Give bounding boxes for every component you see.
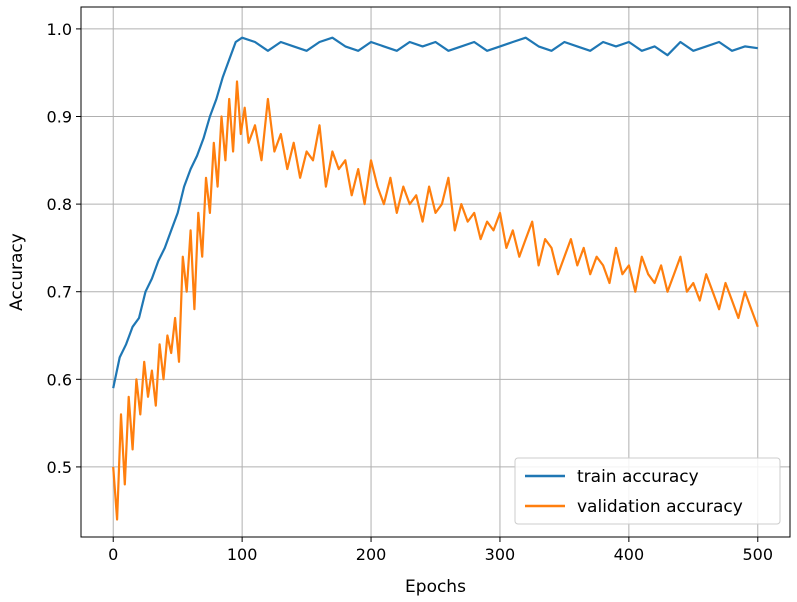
- y-tick-label: 0.8: [47, 195, 72, 214]
- validation-accuracy-line: [112, 80, 759, 521]
- x-axis-label: Epochs: [405, 577, 466, 597]
- x-tick-label: 500: [742, 545, 773, 564]
- x-tick-label: 100: [227, 545, 258, 564]
- x-tick-label: 400: [614, 545, 645, 564]
- legend-label-train: train accuracy: [577, 467, 699, 487]
- legend-label-validation: validation accuracy: [577, 497, 743, 517]
- x-tick-label: 0: [108, 545, 118, 564]
- axis-ticks: 0 100 200 300 400 500 0.5 0.6 0.7 0.8 0.9 1.0: [47, 20, 773, 564]
- x-tick-label: 300: [485, 545, 516, 564]
- y-tick-label: 0.5: [47, 458, 72, 477]
- y-axis-label: Accuracy: [7, 233, 27, 311]
- train-accuracy-line: [112, 36, 758, 389]
- gridlines: [81, 7, 790, 537]
- x-tick-label: 200: [356, 545, 387, 564]
- y-tick-label: 0.6: [47, 370, 72, 389]
- y-tick-label: 0.7: [47, 283, 72, 302]
- series-layer: [112, 36, 759, 521]
- legend: train accuracy validation accuracy: [514, 457, 781, 525]
- y-tick-label: 1.0: [47, 20, 72, 39]
- y-tick-label: 0.9: [47, 108, 72, 127]
- legend-box: [514, 457, 781, 525]
- plot-frame: [80, 6, 791, 538]
